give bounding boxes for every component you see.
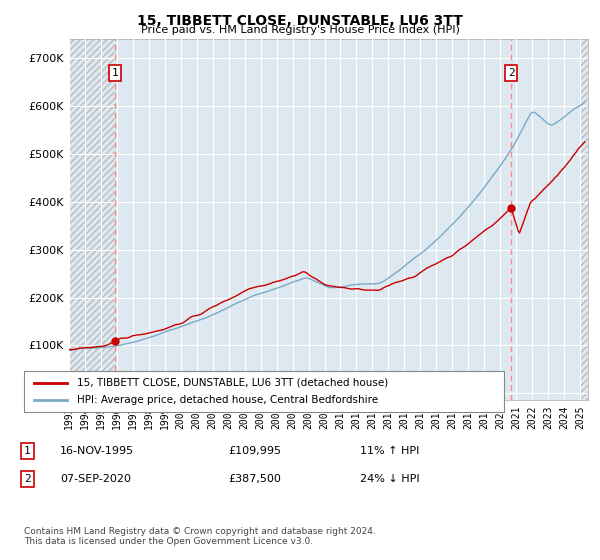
Text: 2: 2 <box>508 68 515 78</box>
Bar <box>580 39 588 400</box>
Text: Contains HM Land Registry data © Crown copyright and database right 2024.
This d: Contains HM Land Registry data © Crown c… <box>24 526 376 546</box>
FancyBboxPatch shape <box>24 371 504 412</box>
Text: 15, TIBBETT CLOSE, DUNSTABLE, LU6 3TT: 15, TIBBETT CLOSE, DUNSTABLE, LU6 3TT <box>137 14 463 28</box>
Text: 24% ↓ HPI: 24% ↓ HPI <box>360 474 419 484</box>
Text: £109,995: £109,995 <box>228 446 281 456</box>
Text: HPI: Average price, detached house, Central Bedfordshire: HPI: Average price, detached house, Cent… <box>77 395 378 405</box>
Text: 2: 2 <box>24 474 31 484</box>
Text: 1: 1 <box>24 446 31 456</box>
Text: 1: 1 <box>112 68 118 78</box>
Text: 07-SEP-2020: 07-SEP-2020 <box>60 474 131 484</box>
Text: £387,500: £387,500 <box>228 474 281 484</box>
Text: 15, TIBBETT CLOSE, DUNSTABLE, LU6 3TT (detached house): 15, TIBBETT CLOSE, DUNSTABLE, LU6 3TT (d… <box>77 377 388 388</box>
Text: 16-NOV-1995: 16-NOV-1995 <box>60 446 134 456</box>
Text: Price paid vs. HM Land Registry's House Price Index (HPI): Price paid vs. HM Land Registry's House … <box>140 25 460 35</box>
Text: 11% ↑ HPI: 11% ↑ HPI <box>360 446 419 456</box>
Bar <box>69 39 115 400</box>
